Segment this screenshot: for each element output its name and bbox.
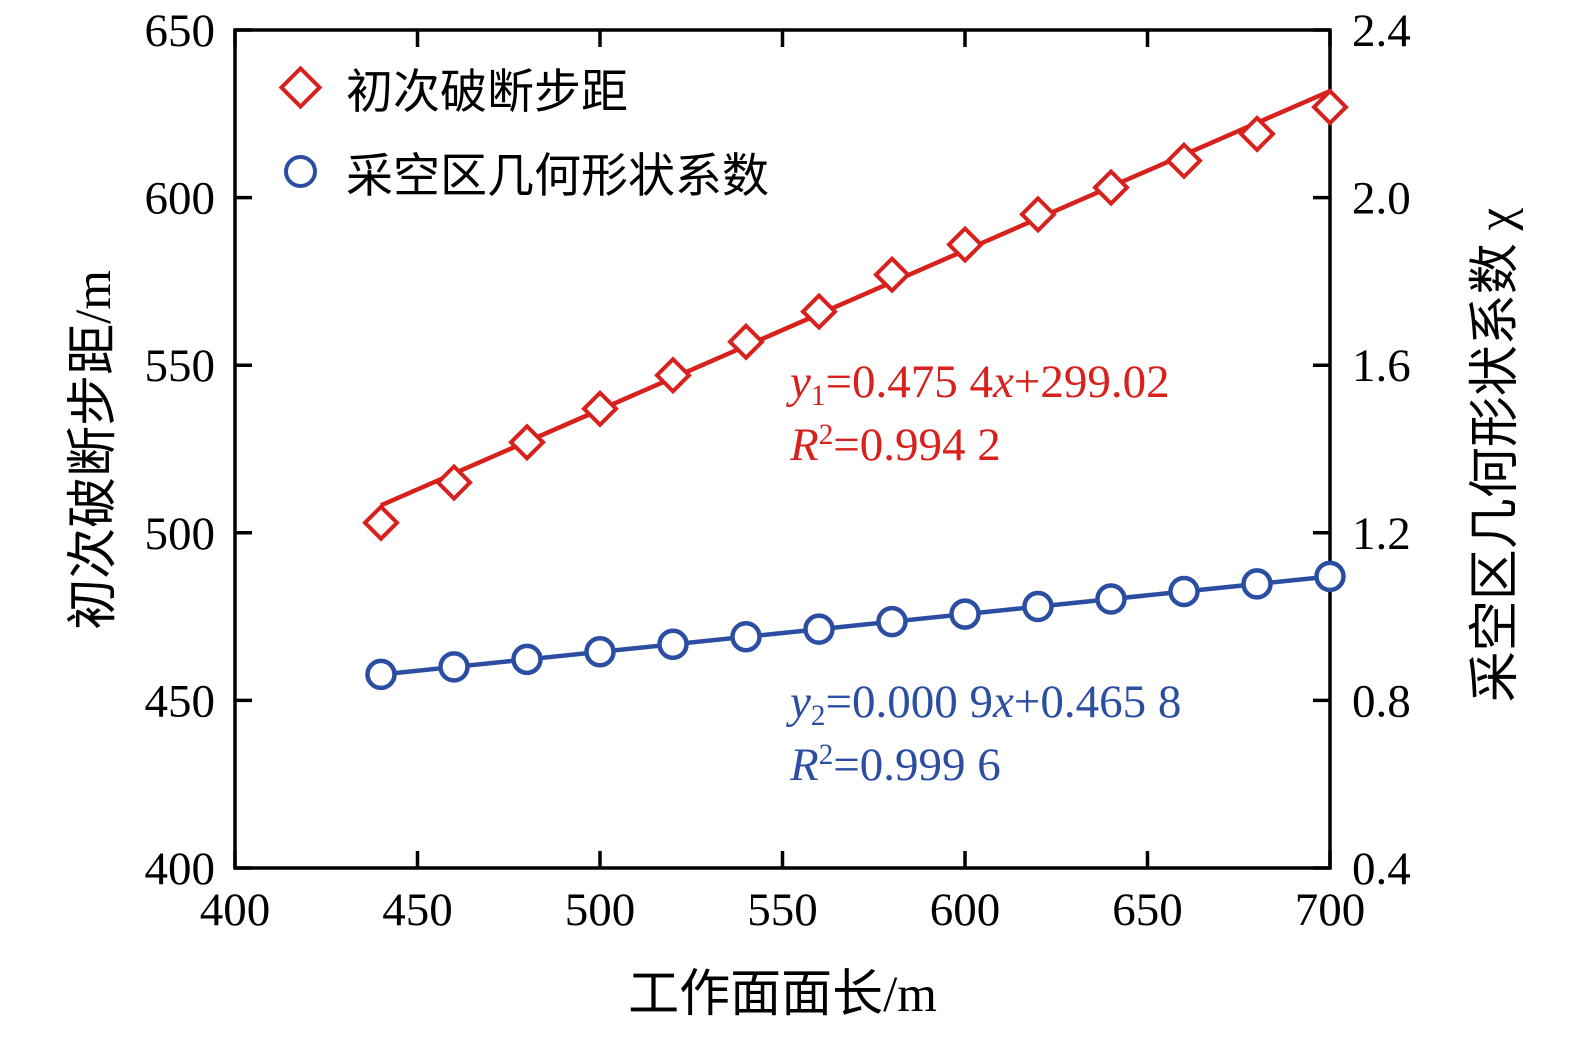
fit-equation: y1=0.475 4x+299.02 R2=0.994 2	[790, 352, 1170, 476]
data-point-diamond	[1238, 115, 1276, 153]
legend-item: 初次破断步距	[268, 52, 769, 122]
data-point-diamond	[1092, 168, 1130, 207]
x-axis-tick-label: 600	[930, 884, 1001, 936]
legend: 初次破断步距 采空区几何形状系数	[268, 52, 769, 206]
data-point-circle	[1022, 590, 1054, 623]
fit-equation: y2=0.000 9x+0.465 8 R2=0.999 6	[790, 672, 1181, 796]
data-point-circle	[730, 620, 762, 653]
data-point-diamond	[654, 356, 692, 395]
x-axis-tick-label: 550	[747, 884, 818, 936]
data-point-circle	[584, 636, 616, 668]
data-point-diamond	[581, 389, 619, 428]
data-point-diamond	[362, 503, 400, 542]
data-point-diamond	[873, 255, 911, 294]
data-point-diamond	[1165, 141, 1203, 180]
data-point-circle	[1168, 575, 1200, 608]
data-point-circle	[876, 605, 908, 638]
y-left-tick-label: 600	[145, 173, 216, 225]
y-left-tick-label: 550	[145, 340, 216, 392]
y-right-tick-label: 0.4	[1352, 843, 1411, 895]
y-right-tick-label: 2.0	[1352, 173, 1411, 225]
data-point-diamond	[508, 423, 546, 462]
data-point-circle	[803, 613, 835, 645]
data-point-circle	[511, 643, 543, 676]
data-point-circle	[1095, 583, 1127, 615]
data-point-diamond	[946, 225, 984, 264]
y-left-axis-title: 初次破断步距/m	[66, 270, 122, 630]
x-axis-tick-label: 700	[1295, 884, 1366, 936]
y-left-tick-label: 650	[145, 5, 216, 57]
legend-item-label: 初次破断步距	[346, 66, 628, 119]
legend-item: 采空区几何形状系数	[268, 136, 769, 206]
y-left-tick-label: 400	[145, 843, 216, 895]
x-axis-tick-label: 500	[565, 884, 636, 936]
y-left-tick-label: 450	[145, 675, 216, 727]
data-point-circle	[657, 628, 689, 661]
data-point-diamond	[727, 322, 765, 361]
y-right-tick-label: 1.2	[1352, 508, 1411, 560]
fit-equation-line: R2=0.994 2	[790, 419, 1001, 472]
x-axis-tick-label: 450	[382, 884, 453, 936]
data-point-diamond	[1019, 195, 1057, 234]
data-point-diamond	[1311, 88, 1349, 126]
y-right-tick-label: 0.8	[1352, 675, 1411, 727]
fit-equation-line: R2=0.999 6	[790, 739, 1001, 792]
fit-equation-line: y2=0.000 9x+0.465 8	[790, 676, 1182, 733]
x-axis-tick-label: 650	[1112, 884, 1183, 936]
x-axis-title: 工作面面长/m	[628, 967, 937, 1023]
data-point-circle	[365, 658, 397, 691]
data-point-circle	[438, 651, 470, 683]
fit-equation-line: y1=0.475 4x+299.02	[790, 356, 1170, 413]
data-point-circle	[1241, 568, 1273, 600]
legend-diamond-marker	[268, 65, 332, 109]
data-point-circle	[949, 598, 981, 630]
data-point-circle	[1314, 560, 1346, 593]
data-point-diamond	[435, 463, 473, 502]
y-right-tick-label: 2.4	[1352, 5, 1411, 57]
legend-item-label: 采空区几何形状系数	[346, 150, 769, 203]
legend-circle-marker	[268, 154, 332, 188]
x-axis-tick-label: 400	[200, 884, 271, 936]
y-right-tick-label: 1.6	[1352, 340, 1411, 392]
y-left-tick-label: 500	[145, 508, 216, 560]
data-point-diamond	[800, 292, 838, 331]
y-right-axis-title: 采空区几何形状系数 χ	[1468, 207, 1524, 703]
